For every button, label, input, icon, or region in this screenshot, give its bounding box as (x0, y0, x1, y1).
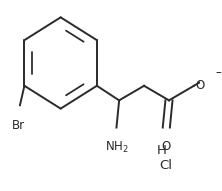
Text: O: O (196, 79, 205, 92)
Text: H: H (156, 144, 166, 157)
Text: –: – (215, 66, 221, 79)
Text: O: O (162, 140, 171, 153)
Text: Br: Br (12, 119, 25, 132)
Text: Cl: Cl (159, 159, 172, 172)
Text: NH$_2$: NH$_2$ (105, 140, 128, 155)
